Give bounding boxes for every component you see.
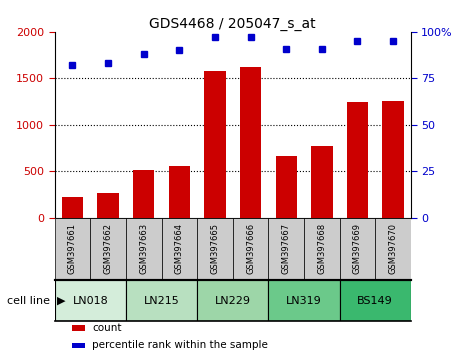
Text: GSM397663: GSM397663 — [139, 223, 148, 274]
Bar — [169, 166, 190, 218]
Bar — [311, 146, 332, 218]
Text: LN215: LN215 — [143, 296, 180, 306]
Bar — [162, 218, 197, 280]
Bar — [126, 218, 162, 280]
Bar — [133, 170, 154, 218]
Bar — [197, 218, 233, 280]
Text: GSM397664: GSM397664 — [175, 223, 184, 274]
Text: LN319: LN319 — [286, 296, 322, 306]
Text: BS149: BS149 — [357, 296, 393, 306]
Text: GSM397665: GSM397665 — [210, 223, 219, 274]
Text: LN229: LN229 — [215, 296, 251, 306]
Bar — [62, 198, 83, 218]
Text: count: count — [92, 323, 122, 333]
Title: GDS4468 / 205047_s_at: GDS4468 / 205047_s_at — [150, 17, 316, 31]
Bar — [382, 101, 404, 218]
Bar — [268, 218, 304, 280]
Bar — [197, 280, 268, 321]
Text: GSM397666: GSM397666 — [246, 223, 255, 274]
Bar — [340, 280, 411, 321]
Bar — [276, 155, 297, 218]
Bar — [233, 218, 268, 280]
Bar — [304, 218, 340, 280]
Text: GSM397669: GSM397669 — [353, 223, 362, 274]
Text: ▶: ▶ — [57, 296, 66, 306]
Bar — [340, 218, 375, 280]
Bar — [72, 325, 85, 331]
Bar — [97, 193, 119, 218]
Bar — [72, 343, 85, 348]
Bar — [240, 67, 261, 218]
Text: GSM397668: GSM397668 — [317, 223, 326, 274]
Text: LN018: LN018 — [72, 296, 108, 306]
Bar — [268, 280, 340, 321]
Text: cell line: cell line — [7, 296, 50, 306]
Text: GSM397661: GSM397661 — [68, 223, 77, 274]
Text: GSM397662: GSM397662 — [104, 223, 113, 274]
Bar — [90, 218, 126, 280]
Bar — [375, 218, 411, 280]
Bar — [204, 71, 226, 218]
Bar — [55, 280, 126, 321]
Text: percentile rank within the sample: percentile rank within the sample — [92, 341, 268, 350]
Text: GSM397667: GSM397667 — [282, 223, 291, 274]
Bar — [347, 102, 368, 218]
Bar — [126, 280, 197, 321]
Bar — [55, 218, 90, 280]
Text: GSM397670: GSM397670 — [389, 223, 398, 274]
